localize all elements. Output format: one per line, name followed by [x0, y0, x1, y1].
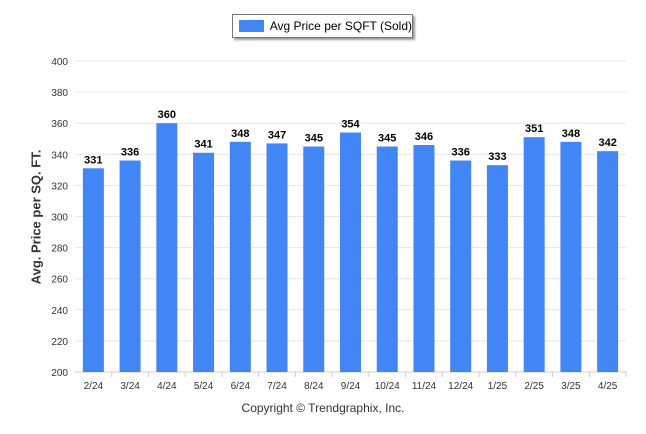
- y-tick-label: 260: [51, 275, 68, 286]
- y-tick-label: 340: [51, 150, 68, 161]
- bar: [523, 137, 545, 372]
- bar: [193, 152, 215, 372]
- y-tick-label: 280: [51, 244, 68, 255]
- copyright-text: Copyright © Trendgraphix, Inc.: [241, 401, 405, 415]
- data-label: 336: [121, 147, 139, 159]
- data-label: 360: [158, 109, 176, 121]
- x-tick-label: 11/24: [412, 381, 437, 392]
- x-tick-label: 8/24: [304, 381, 324, 392]
- y-tick-label: 240: [51, 306, 68, 317]
- x-tick-label: 10/24: [375, 381, 400, 392]
- data-label: 347: [268, 129, 286, 141]
- bar: [266, 143, 288, 372]
- x-tick-label: 2/25: [524, 381, 544, 392]
- y-tick-label: 300: [51, 213, 68, 224]
- bar: [340, 132, 361, 372]
- x-tick-label: 5/24: [194, 381, 214, 392]
- legend-swatch: [239, 20, 264, 32]
- x-tick-label: 1/25: [488, 381, 508, 392]
- x-tick-label: 3/25: [561, 381, 581, 392]
- data-label: 336: [452, 147, 470, 159]
- y-tick-label: 220: [51, 337, 68, 348]
- y-tick-label: 360: [51, 119, 68, 130]
- y-tick-label: 200: [51, 368, 68, 379]
- bar: [229, 141, 251, 372]
- data-label: 342: [598, 137, 616, 149]
- x-tick-label: 4/25: [598, 381, 618, 392]
- x-tick-label: 7/24: [267, 381, 287, 392]
- bar: [486, 165, 508, 372]
- data-label: 354: [341, 119, 360, 131]
- data-label: 341: [194, 139, 212, 151]
- data-label: 345: [378, 133, 396, 145]
- bar: [303, 146, 325, 372]
- bar: [376, 146, 398, 372]
- bar: [450, 160, 472, 372]
- bar: [119, 160, 141, 372]
- bar: [597, 151, 619, 372]
- bar: [413, 144, 435, 372]
- x-tick-label: 9/24: [341, 381, 361, 392]
- bar: [560, 141, 582, 372]
- legend-label: Avg Price per SQFT (Sold): [269, 19, 412, 33]
- y-tick-label: 380: [51, 88, 68, 99]
- y-tick-label: 400: [51, 57, 68, 68]
- data-label: 348: [231, 128, 249, 140]
- data-label: 351: [525, 123, 543, 135]
- data-label: 331: [84, 154, 102, 166]
- data-label: 333: [488, 151, 506, 163]
- data-label: 348: [562, 128, 580, 140]
- x-tick-label: 2/24: [84, 381, 104, 392]
- x-tick-label: 3/24: [120, 381, 140, 392]
- data-label: 346: [415, 131, 433, 143]
- bar: [82, 168, 104, 372]
- x-tick-label: 6/24: [231, 381, 251, 392]
- data-label: 345: [305, 133, 323, 145]
- legend: Avg Price per SQFT (Sold): [232, 14, 413, 38]
- y-tick-label: 320: [51, 181, 68, 192]
- bar: [156, 123, 178, 372]
- x-tick-label: 4/24: [157, 381, 177, 392]
- x-tick-label: 12/24: [448, 381, 473, 392]
